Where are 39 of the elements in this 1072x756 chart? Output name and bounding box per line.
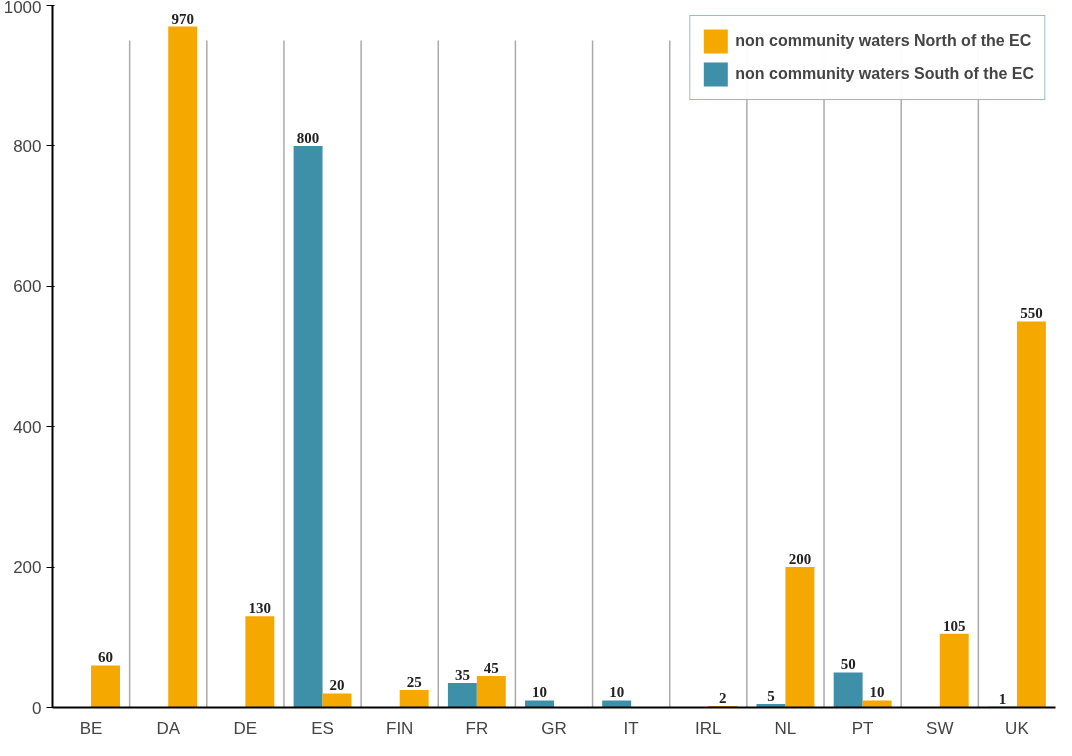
data-label: 45 xyxy=(483,659,499,676)
data-label: 50 xyxy=(840,656,856,673)
y-tick-label: 600 xyxy=(13,277,42,297)
x-tick-label: DE xyxy=(233,718,258,738)
data-label: 10 xyxy=(532,684,548,701)
data-label: 2 xyxy=(719,690,727,707)
legend-label: non community waters South of the EC xyxy=(735,65,1034,83)
y-tick-label: 0 xyxy=(32,698,42,718)
data-label: 1 xyxy=(998,690,1007,707)
data-label: 970 xyxy=(171,10,194,27)
data-label: 130 xyxy=(248,600,272,617)
x-tick-label: PT xyxy=(851,718,874,738)
y-tick-label: 1000 xyxy=(3,0,42,17)
data-label: 10 xyxy=(609,684,625,701)
x-tick-label: GR xyxy=(541,718,567,738)
x-tick-label: ES xyxy=(311,718,334,738)
x-tick-label: SW xyxy=(926,718,954,738)
data-label: 200 xyxy=(788,551,812,568)
x-tick-label: FR xyxy=(465,718,489,738)
data-label: 25 xyxy=(406,673,422,690)
data-label: 550 xyxy=(1020,305,1043,322)
x-tick-label: FIN xyxy=(386,718,414,738)
x-tick-label: IRL xyxy=(695,718,722,738)
data-label: 35 xyxy=(454,666,470,683)
x-tick-label: BE xyxy=(79,718,103,738)
y-tick-label: 200 xyxy=(13,558,42,578)
y-tick-label: 400 xyxy=(13,417,42,437)
x-tick-label: UK xyxy=(1005,718,1030,738)
data-label: 20 xyxy=(329,677,345,694)
x-tick-label: IT xyxy=(623,718,639,738)
data-label: 800 xyxy=(296,129,320,146)
x-tick-label: NL xyxy=(774,718,797,738)
data-label: 5 xyxy=(767,687,775,704)
x-tick-label: DA xyxy=(156,718,181,738)
data-label: 105 xyxy=(942,617,966,634)
y-tick-label: 800 xyxy=(13,136,42,156)
legend-label: non community waters North of the EC xyxy=(735,32,1032,50)
data-label: 60 xyxy=(98,649,114,666)
data-label: 10 xyxy=(869,684,885,701)
